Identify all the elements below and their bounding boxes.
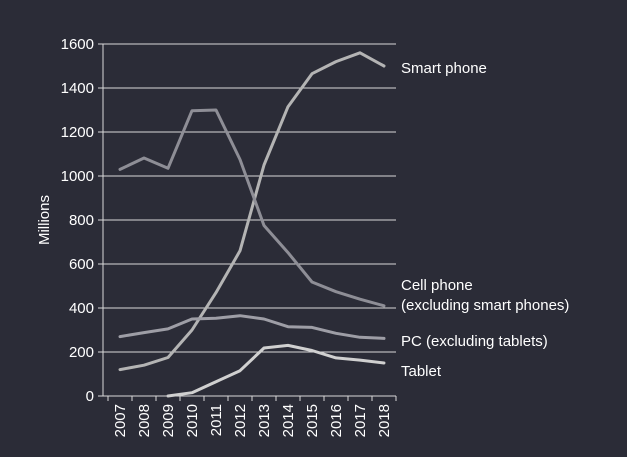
series-label-layer: Smart phone Cell phone (excluding smart ph… <box>401 60 569 380</box>
series-label-cell-phone-excluding-smart-phones: Cell phone (excluding smart phones) <box>401 277 569 314</box>
x-tick-label: 2014 <box>280 404 297 437</box>
y-tick-label: 400 <box>69 300 94 317</box>
x-tick-label: 2017 <box>352 404 369 437</box>
series-line-tablet <box>166 343 386 398</box>
y-tick-label: 1200 <box>61 124 94 141</box>
x-tick-label: 2018 <box>376 404 393 437</box>
y-tick-label: 600 <box>69 256 94 273</box>
series-line-smart-phone <box>118 51 386 372</box>
x-tick-label: 2013 <box>256 404 273 437</box>
y-axis-label: Millions <box>36 195 53 245</box>
y-tick-label: 1000 <box>61 168 94 185</box>
x-tick-label: 2011 <box>208 404 225 436</box>
y-tick-label: 800 <box>69 212 94 229</box>
series-layer <box>118 51 386 398</box>
y-tick-label: 1400 <box>61 80 94 97</box>
y-tick-label: 200 <box>69 344 94 361</box>
series-line-pc-excluding-tablets <box>118 314 386 340</box>
axis-layer: 0 200 400 600 800 1000 1200 1400 1600 2007 2008 200… <box>61 36 397 437</box>
x-tick-label: 2007 <box>112 404 129 437</box>
x-tick-label: 2016 <box>328 404 345 437</box>
x-tick-label: 2012 <box>232 404 249 437</box>
y-tick-label: 1600 <box>61 36 94 53</box>
grid-layer <box>103 43 396 353</box>
series-label-smart-phone: Smart phone <box>401 60 487 77</box>
x-tick-label: 2015 <box>304 404 321 437</box>
series-line-cell-phone-excluding-smart-phones <box>118 108 386 308</box>
y-tick-label: 0 <box>86 388 94 405</box>
x-tick-label: 2010 <box>184 404 201 437</box>
x-tick-label: 2008 <box>136 404 153 437</box>
x-tick-label: 2009 <box>160 404 177 437</box>
series-label-pc-excluding-tablets: PC (excluding tablets) <box>401 333 548 350</box>
series-label-tablet: Tablet <box>401 363 442 380</box>
